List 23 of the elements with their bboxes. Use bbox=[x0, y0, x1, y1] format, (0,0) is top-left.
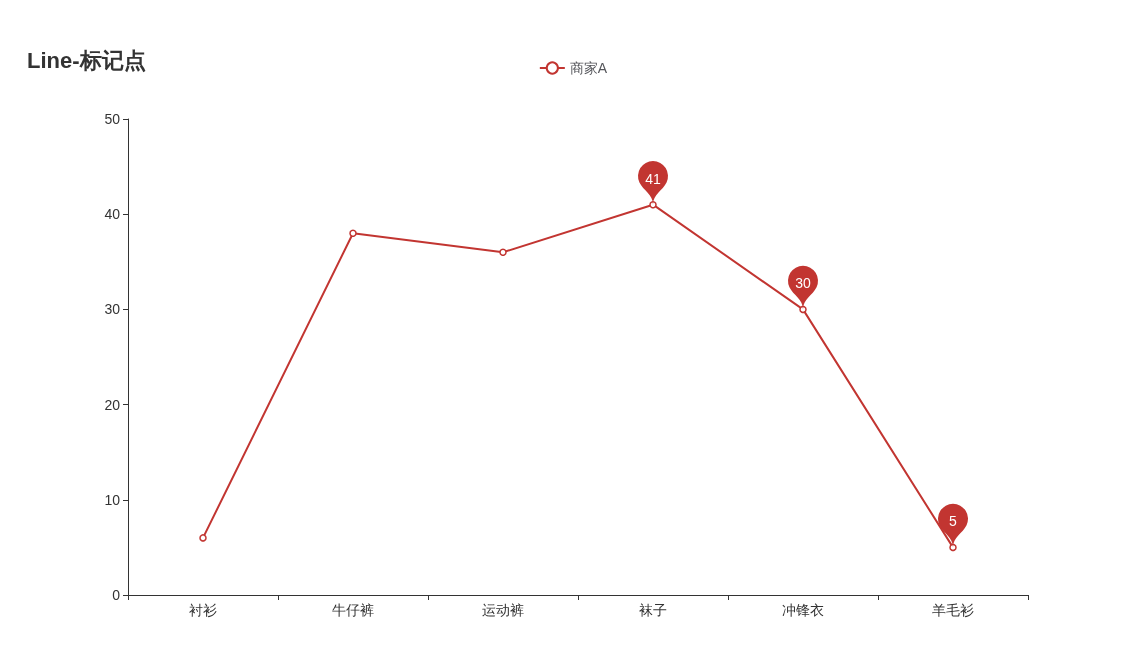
point bbox=[799, 305, 807, 314]
legend-label: 商家A bbox=[569, 60, 608, 76]
point bbox=[649, 200, 657, 209]
x-tick-label: 牛仔裤 bbox=[332, 602, 374, 618]
y-tick-label: 0 bbox=[112, 587, 121, 603]
x-tick-label: 袜子 bbox=[639, 602, 667, 618]
point bbox=[499, 248, 507, 257]
x-tick-label: 冲锋衣 bbox=[782, 602, 824, 618]
y-tick-label: 50 bbox=[104, 111, 121, 127]
y-tick-label: 10 bbox=[104, 491, 121, 508]
x-tick-label: 羊毛衫 bbox=[932, 602, 974, 618]
y-tick-label: 30 bbox=[104, 301, 121, 318]
chart-title: Line-标记点 bbox=[27, 47, 146, 73]
data-label: 30 bbox=[795, 275, 811, 292]
x-tick-label: 运动裤 bbox=[482, 602, 524, 618]
point bbox=[199, 534, 207, 542]
point bbox=[949, 543, 957, 552]
data-label: 41 bbox=[645, 170, 661, 187]
y-tick-label: 40 bbox=[104, 206, 121, 223]
point bbox=[349, 229, 357, 237]
x-tick-label: 衬衫 bbox=[189, 602, 217, 618]
y-tick-label: 20 bbox=[104, 396, 121, 413]
data-label: 5 bbox=[949, 513, 958, 530]
